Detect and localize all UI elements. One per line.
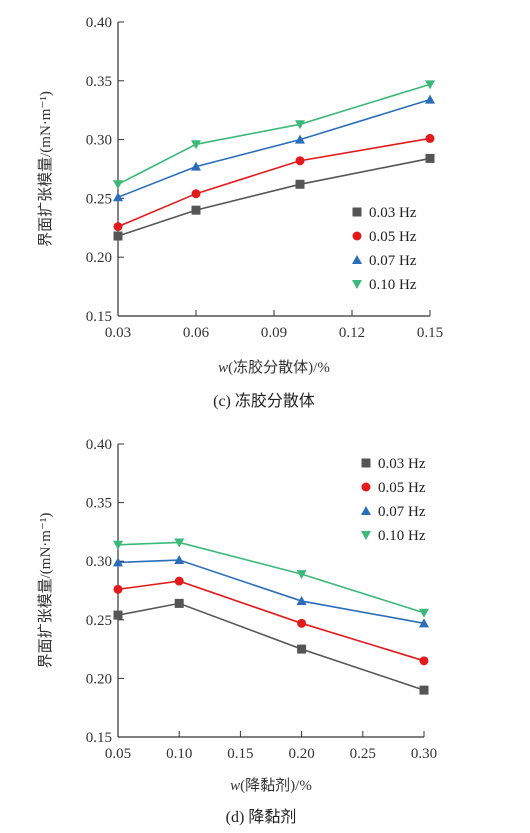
x-tick-label: 0.15 [417,325,443,341]
data-point [419,608,429,618]
x-axis-variable: w [218,360,228,376]
y-tick-label: 0.35 [86,496,112,512]
series-line-007Hz [117,98,431,198]
data-point [296,570,307,580]
chart-panel-2: 0.15 0.20 0.25 0.30 0.35 0.40 0.05 0.10 0.15 0.20… [37,437,437,826]
y-tick-label: 0.20 [86,671,112,687]
y-tick-label: 0.40 [86,437,112,453]
legend-marker [361,458,371,468]
legend-label: 0.05 Hz [378,480,426,496]
legend-label: 0.07 Hz [378,504,426,520]
series-line-010Hz [117,83,431,185]
data-point [295,156,305,166]
x-axis-title: w(降黏剂)/% [230,777,312,794]
x-tick-label: 0.30 [411,746,437,762]
data-point [419,618,429,628]
data-point [113,222,123,232]
legend-marker [352,255,362,264]
y-tick-label: 0.20 [86,250,112,266]
data-point [297,618,307,628]
panel-caption: (c) 冻胶分散体 [213,392,315,410]
panel-caption: (d) 降黏剂 [226,808,297,826]
x-tick-label: 0.10 [166,746,192,762]
data-point [174,576,184,586]
series-line-003Hz [117,157,431,237]
legend-marker [361,531,371,540]
data-point [174,555,185,565]
y-tick-label: 0.40 [86,15,112,31]
data-point [419,656,429,666]
data-point [425,133,435,143]
data-point [191,205,201,215]
legend-label: 0.07 Hz [369,253,417,269]
data-point [113,180,123,190]
legend-marker [361,506,371,515]
data-point [419,685,429,695]
data-point [174,538,185,548]
series-line-005Hz [117,580,425,662]
data-point [113,231,123,241]
legend-marker [352,231,362,241]
x-tick-label: 0.09 [261,325,287,341]
legend-marker [361,482,371,492]
chart-panel-1: 0.15 0.20 0.25 0.30 0.35 0.40 0.03 0.06 0.09 0.12… [37,15,443,410]
y-tick-label: 0.30 [86,554,112,570]
data-point [191,161,201,171]
y-tick-label: 0.35 [86,74,112,90]
legend-marker [352,207,362,217]
x-axis-label: (降黏剂)/% [240,777,312,794]
y-tick-label: 0.25 [86,613,112,629]
data-point [295,120,305,130]
data-point [113,540,123,550]
data-point [113,610,123,620]
series-line-003Hz [117,602,425,691]
legend-label: 0.03 Hz [369,205,417,221]
data-point [425,80,435,90]
y-axis-title: 界面扩张模量/(mN·m⁻¹) [37,91,54,247]
x-tick-label: 0.06 [183,325,210,341]
x-axis-title: w(冻胶分散体)/% [218,358,330,376]
y-tick-label: 0.25 [86,191,112,207]
y-tick-label: 0.15 [86,730,112,746]
x-tick-label: 0.03 [105,325,131,341]
data-point [295,179,305,189]
data-point [425,153,435,163]
data-point [296,596,307,606]
legend-label: 0.03 Hz [378,456,426,472]
x-axis-variable: w [230,778,240,794]
legend-label: 0.10 Hz [369,277,417,293]
legend-label: 0.10 Hz [378,528,426,544]
x-tick-label: 0.25 [350,746,376,762]
legend-label: 0.05 Hz [369,229,417,245]
x-tick-label: 0.12 [339,325,365,341]
data-point [297,644,307,654]
x-tick-label: 0.15 [227,746,253,762]
y-axis-title: 界面扩张模量/(mN·m⁻¹) [37,513,54,669]
series-line-005Hz [117,137,431,228]
y-tick-label: 0.30 [86,133,112,149]
data-point [113,192,123,202]
data-point [113,584,123,594]
data-point [174,598,184,608]
series-line-007Hz [117,559,425,625]
legend-marker [352,280,362,289]
data-point [113,557,123,567]
data-point [425,94,435,104]
y-tick-label: 0.15 [86,309,112,325]
x-tick-label: 0.20 [288,746,314,762]
x-tick-label: 0.05 [105,746,131,762]
data-point [191,140,201,150]
data-point [295,134,305,144]
data-point [191,189,201,199]
series-line-010Hz [117,541,425,614]
x-axis-label: (冻胶分散体)/% [228,358,330,376]
